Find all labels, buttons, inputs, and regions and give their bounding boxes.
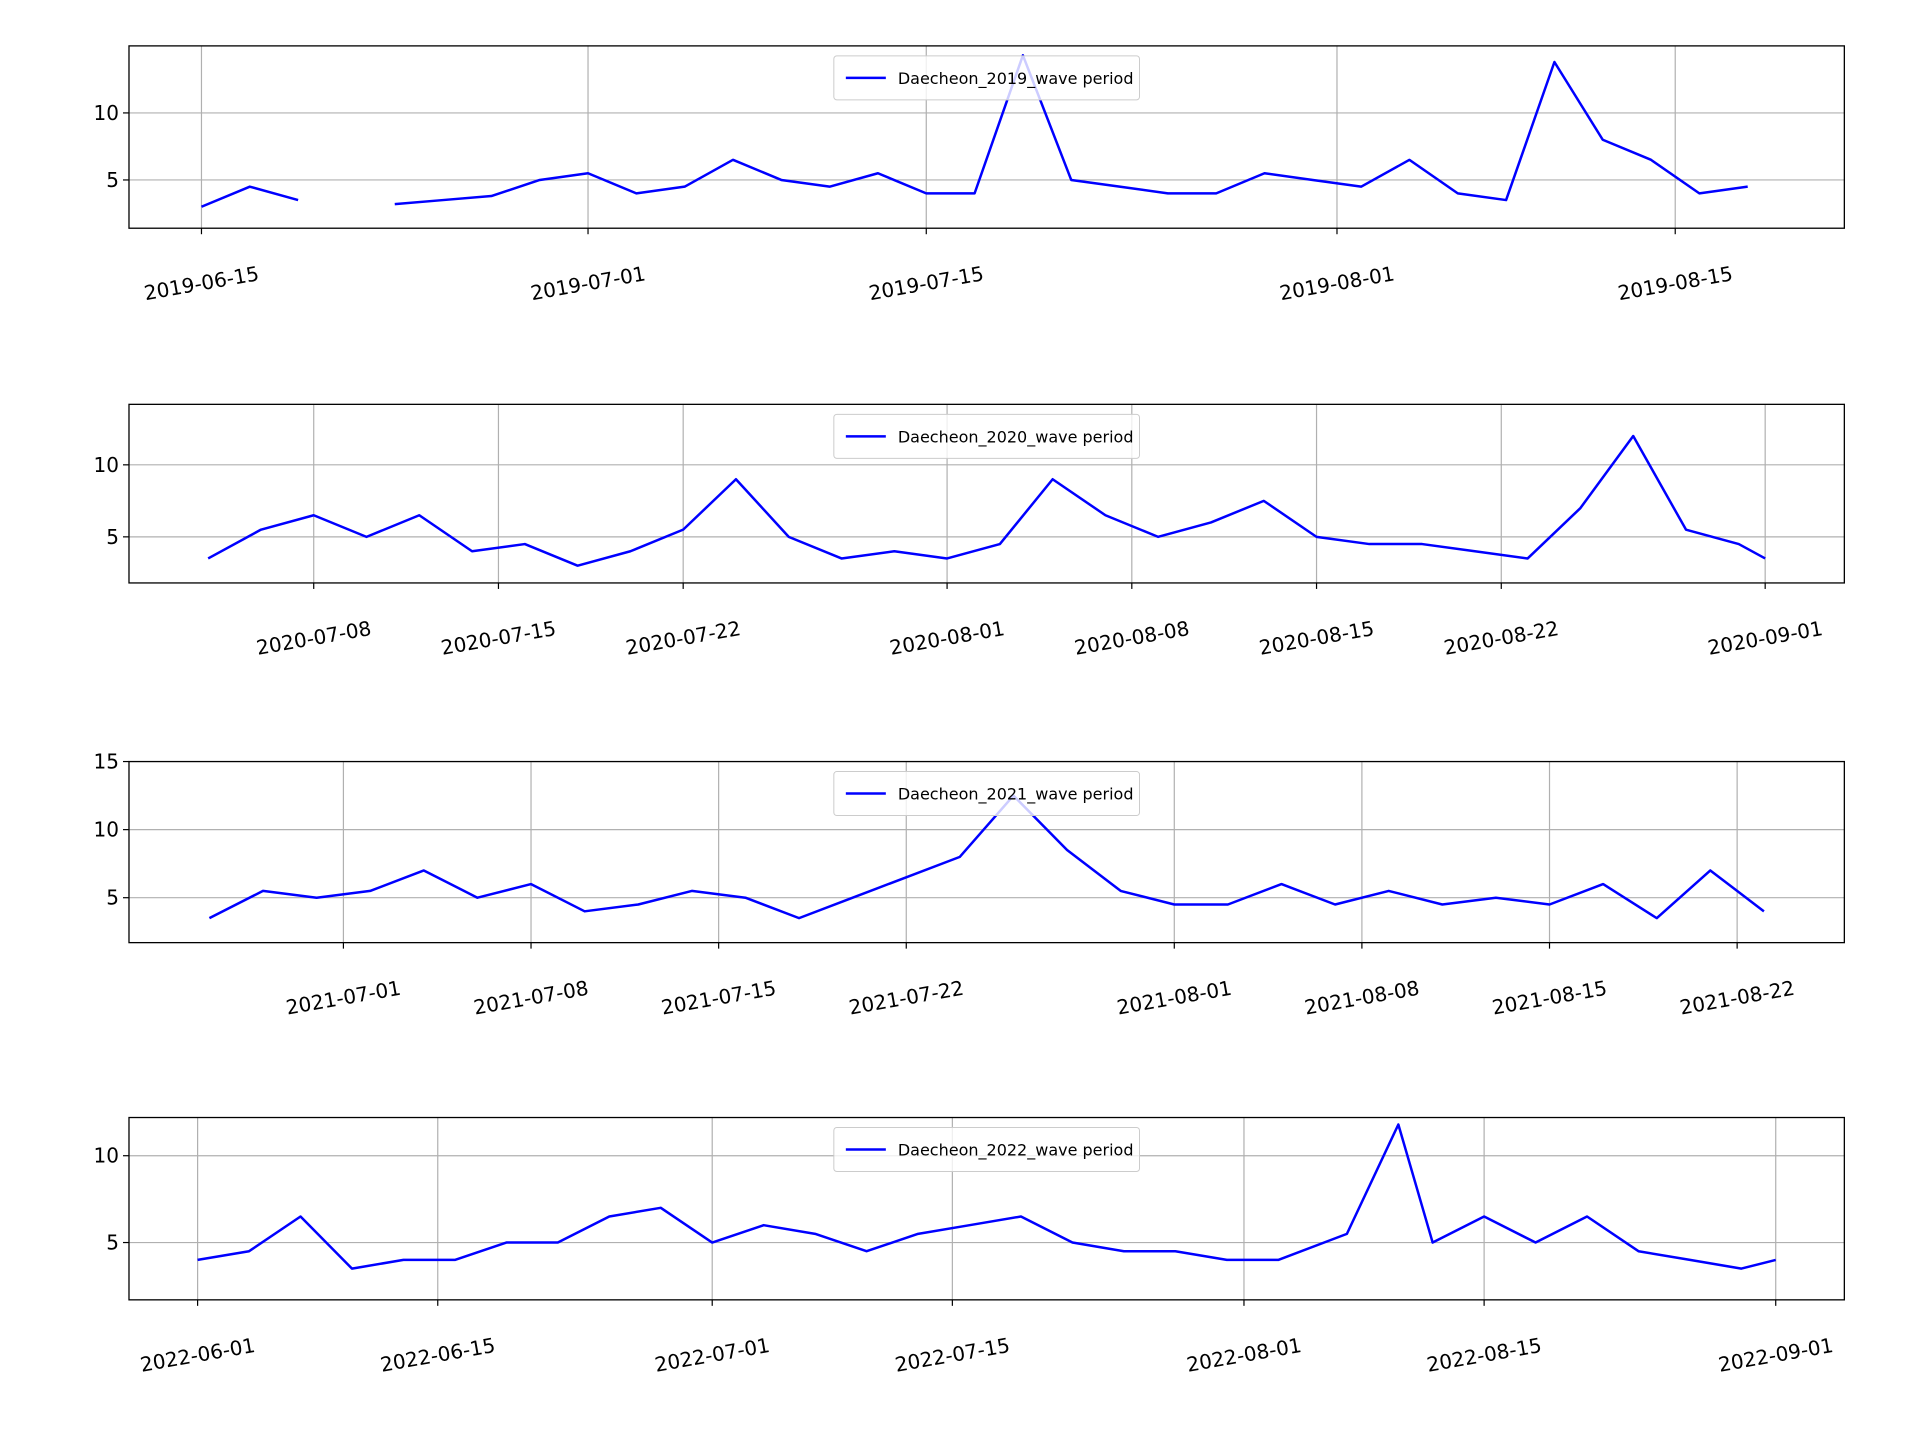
legend-label: Daecheon_2019_wave period (898, 69, 1134, 89)
x-tick-label: 2020-07-15 (439, 616, 558, 660)
data-line (200, 54, 1748, 208)
x-tick-label: 2020-08-01 (888, 616, 1007, 660)
data-line (207, 434, 1766, 567)
y-tick-label: 10 (94, 101, 119, 125)
x-tick-label: 2022-08-15 (1425, 1333, 1544, 1377)
legend-box (833, 413, 1140, 459)
x-tick-label: 2019-07-01 (529, 261, 648, 305)
x-tick-label: 2019-08-15 (1616, 261, 1735, 305)
legend-label: Daecheon_2021_wave period (898, 785, 1134, 805)
legend-box (833, 1127, 1140, 1173)
x-tick-label: 2022-06-01 (138, 1333, 257, 1377)
x-tick-label: 2021-08-22 (1678, 976, 1797, 1020)
y-tick-label: 10 (94, 1144, 119, 1168)
axes-frame (128, 403, 1845, 584)
legend-box (833, 55, 1140, 101)
x-tick-label: 2021-07-01 (284, 976, 403, 1020)
x-tick-label: 2019-07-15 (867, 261, 986, 305)
legend: Daecheon_2020_wave period (833, 413, 1140, 459)
x-tick-label: 2021-07-15 (659, 976, 778, 1020)
x-tick-label: 2020-08-22 (1442, 616, 1561, 660)
x-tick-label: 2022-07-15 (893, 1333, 1012, 1377)
x-tick-label: 2021-08-15 (1490, 976, 1609, 1020)
y-tick-label: 10 (94, 453, 119, 477)
legend: Daecheon_2019_wave period (833, 55, 1140, 101)
x-tick-label: 2020-09-01 (1706, 616, 1825, 660)
x-tick-label: 2021-07-08 (472, 976, 591, 1020)
x-tick-label: 2022-06-15 (378, 1333, 497, 1377)
x-tick-label: 2020-07-22 (624, 616, 743, 660)
x-tick-label: 2021-08-08 (1303, 976, 1422, 1020)
legend-label: Daecheon_2020_wave period (898, 427, 1134, 447)
data-line (208, 794, 1765, 920)
x-tick-label: 2021-08-01 (1115, 976, 1234, 1020)
y-tick-label: 10 (94, 818, 119, 842)
x-tick-label: 2019-06-15 (142, 261, 261, 305)
x-tick-label: 2020-07-08 (254, 616, 373, 660)
y-tick-label: 5 (106, 886, 119, 910)
data-line (197, 1123, 1777, 1270)
x-tick-label: 2022-08-01 (1185, 1333, 1304, 1377)
x-tick-label: 2021-07-22 (847, 976, 966, 1020)
legend-label: Daecheon_2022_wave period (898, 1141, 1134, 1161)
axes-frame (128, 760, 1845, 944)
legend: Daecheon_2022_wave period (833, 1127, 1140, 1173)
y-tick-label: 5 (106, 525, 119, 549)
y-tick-label: 15 (94, 750, 119, 774)
axes-frame (128, 1116, 1845, 1301)
x-tick-label: 2022-07-01 (653, 1333, 772, 1377)
axes-frame (128, 45, 1845, 229)
legend-box (833, 771, 1140, 817)
x-tick-label: 2020-08-08 (1072, 616, 1191, 660)
x-tick-label: 2020-08-15 (1257, 616, 1376, 660)
x-tick-label: 2022-09-01 (1716, 1333, 1835, 1377)
x-tick-label: 2019-08-01 (1278, 261, 1397, 305)
legend: Daecheon_2021_wave period (833, 771, 1140, 817)
y-tick-label: 5 (106, 168, 119, 192)
y-tick-label: 5 (106, 1231, 119, 1255)
